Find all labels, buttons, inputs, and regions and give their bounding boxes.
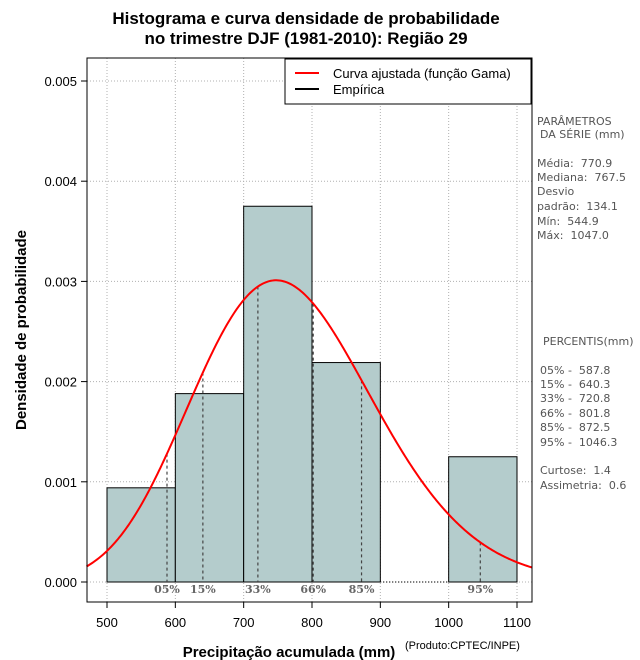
- x-tick-label: 600: [164, 615, 186, 630]
- percentil-row: 05% - 587.8: [540, 364, 611, 377]
- legend-label: Curva ajustada (função Gama): [333, 66, 511, 81]
- histogram-bar: [174, 393, 245, 583]
- param-desvio-1: Desvio: [537, 185, 575, 198]
- y-tick-label: 0.003: [44, 274, 77, 289]
- curtose: Curtose: 1.4: [540, 464, 611, 477]
- percentile-label: 33%: [245, 583, 271, 596]
- percentile-labels-layer: 05% 15% 33% 66% 85% 95%: [154, 583, 494, 596]
- x-axis-label: Precipitação acumulada (mm): [183, 644, 396, 660]
- param-title-2: DA SÉRIE (mm): [540, 128, 625, 141]
- bars-layer: [106, 205, 518, 583]
- x-tick-label: 1100: [503, 615, 531, 630]
- x-tick-label: 1000: [434, 615, 463, 630]
- credit-text: (Produto:CPTEC/INPE): [405, 640, 520, 652]
- param-min: Mín: 544.9: [537, 215, 599, 228]
- percentis-title: PERCENTIS(mm): [543, 335, 634, 348]
- x-tick-label: 500: [96, 615, 118, 630]
- percentile-label: 85%: [349, 583, 375, 596]
- y-tick-label: 0.001: [44, 475, 77, 490]
- chart-title: no trimestre DJF (1981-2010): Região 29: [144, 29, 467, 48]
- legend-label: Empírica: [333, 82, 385, 97]
- chart-title: Histograma e curva densidade de probabil…: [112, 9, 499, 28]
- percentil-row: 66% - 801.8: [540, 407, 611, 420]
- param-media: Média: 770.9: [537, 157, 613, 170]
- percentil-row: 33% - 720.8: [540, 392, 611, 405]
- legend-box: [284, 58, 532, 105]
- curve-layer: [85, 279, 533, 569]
- x-tick-label: 900: [369, 615, 391, 630]
- y-axis-label: Densidade de probabilidade: [13, 230, 30, 430]
- assimetria: Assimetria: 0.6: [540, 479, 627, 492]
- param-desvio-2: padrão: 134.1: [537, 200, 618, 213]
- axes-layer: 500 600 700 800 900 1000 1100 0.000 0.001 0.002 0.…: [13, 57, 533, 660]
- percentile-lines-layer: [166, 286, 481, 582]
- param-title-1: PARÂMETROS: [537, 115, 612, 128]
- y-tick-label: 0.005: [44, 74, 77, 89]
- percentile-label: 05%: [154, 583, 180, 596]
- param-max: Máx: 1047.0: [537, 229, 609, 242]
- percentil-row: 95% - 1046.3: [540, 436, 618, 449]
- plot-frame: [86, 57, 533, 603]
- y-tick-label: 0.002: [44, 375, 77, 390]
- percentile-label: 95%: [467, 583, 493, 596]
- x-tick-label: 800: [301, 615, 323, 630]
- percentil-row: 15% - 640.3: [540, 378, 611, 391]
- percentil-row: 85% - 872.5: [540, 421, 611, 434]
- gamma-curve: [85, 279, 533, 569]
- y-tick-label: 0.000: [44, 575, 77, 590]
- x-tick-label: 700: [233, 615, 255, 630]
- histogram-bar: [106, 487, 176, 583]
- percentile-label: 15%: [190, 583, 216, 596]
- histogram-bar: [311, 362, 381, 583]
- histogram-bar: [448, 456, 518, 583]
- histogram-bar: [243, 205, 313, 583]
- legend-layer: Curva ajustada (função Gama)Empírica: [284, 58, 532, 105]
- percentile-label: 66%: [300, 583, 326, 596]
- title-layer: Histograma e curva densidade de probabil…: [112, 9, 499, 48]
- y-tick-label: 0.004: [44, 174, 77, 189]
- param-mediana: Mediana: 767.5: [537, 171, 626, 184]
